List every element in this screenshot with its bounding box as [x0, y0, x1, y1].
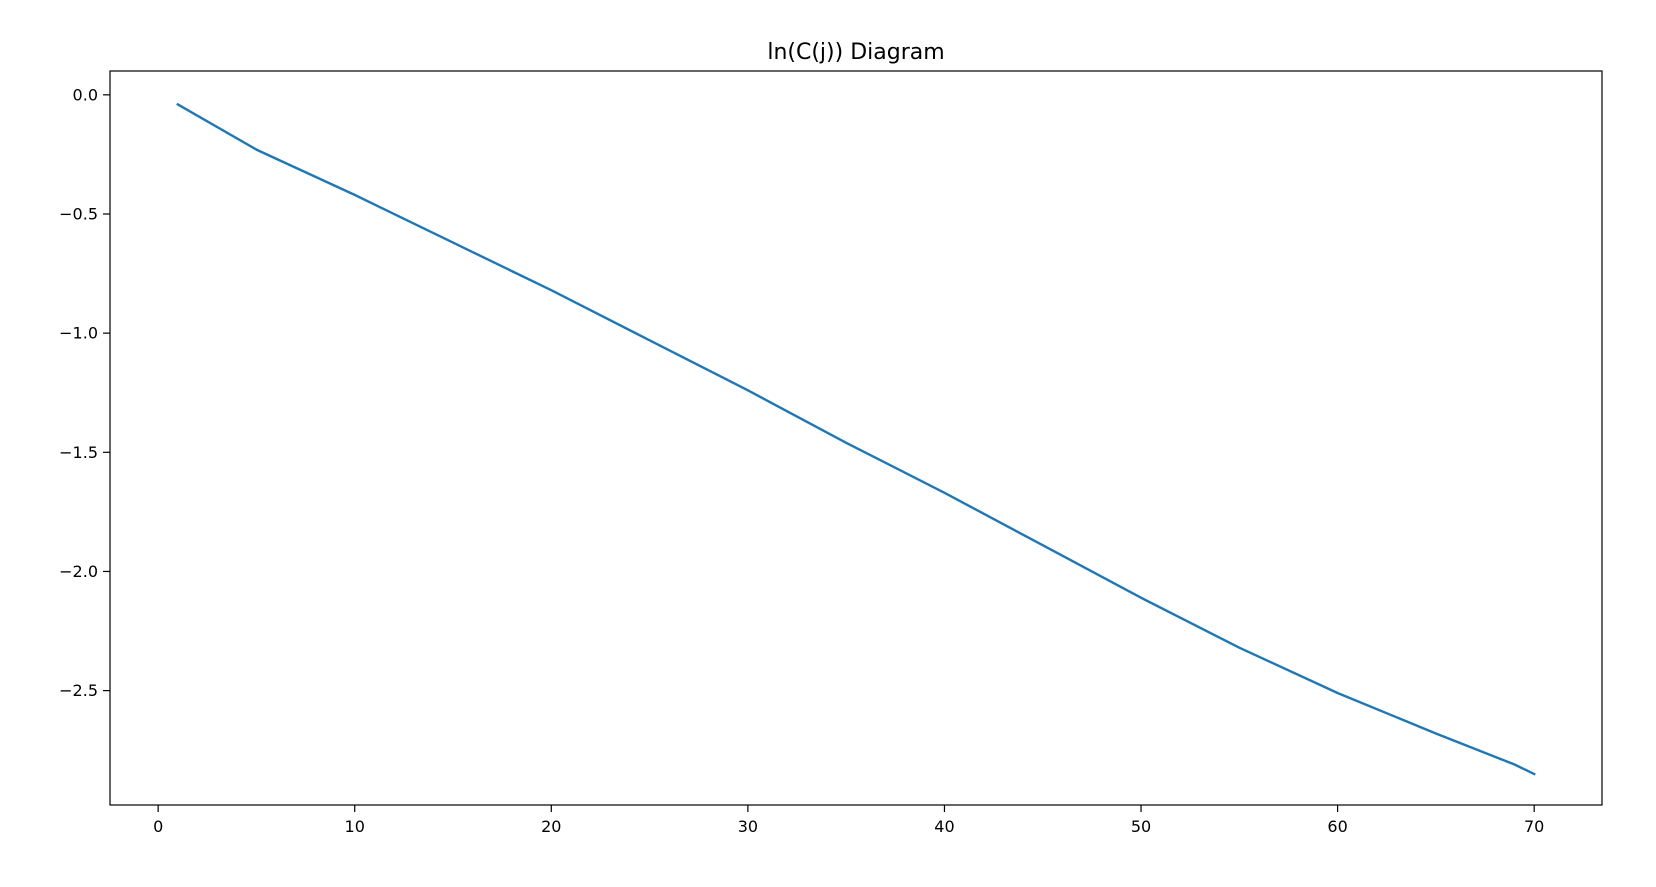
x-axis: 0 10 20 30 40 50 60 70 [153, 805, 1544, 836]
x-tick-label: 60 [1327, 817, 1347, 836]
axes-frame [109, 70, 1603, 806]
x-tick-label: 0 [153, 817, 163, 836]
x-tick-label: 40 [934, 817, 954, 836]
x-tick-label: 10 [345, 817, 365, 836]
x-tick-label: 30 [738, 817, 758, 836]
y-tick-label: −1.0 [59, 324, 98, 343]
chart-title: ln(C(j)) Diagram [767, 40, 944, 65]
series-line-0 [176, 102, 1536, 776]
y-tick-label: −1.5 [59, 443, 98, 462]
y-tick-label: −2.0 [59, 562, 98, 581]
y-tick-label: 0.0 [73, 85, 98, 104]
y-axis: 0.0 −0.5 −1.0 −1.5 −2.0 −2.5 [59, 85, 110, 700]
y-tick-label: −0.5 [59, 204, 98, 223]
plot-area [176, 102, 1536, 776]
x-tick-label: 50 [1131, 817, 1151, 836]
y-tick-label: −2.5 [59, 681, 98, 700]
x-tick-label: 20 [541, 817, 561, 836]
x-tick-label: 70 [1524, 817, 1544, 836]
